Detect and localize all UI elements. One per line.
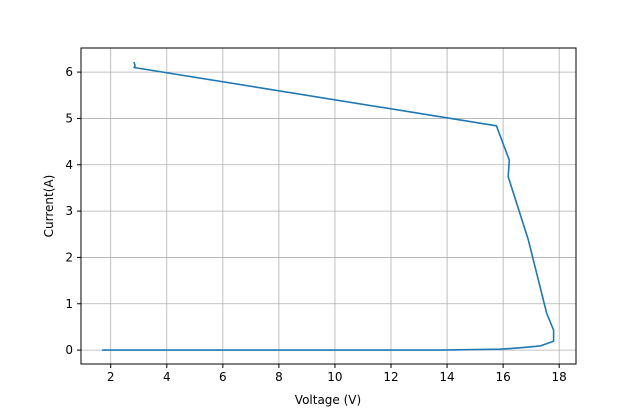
x-tick-label: 2 [107, 370, 115, 384]
y-tick-label: 2 [65, 250, 73, 264]
x-tick-label: 4 [163, 370, 171, 384]
grid [81, 48, 576, 364]
x-tick-label: 16 [495, 370, 510, 384]
x-tick-label: 8 [275, 370, 283, 384]
y-tick-label: 4 [65, 158, 73, 172]
y-tick-label: 5 [65, 111, 73, 125]
series [102, 61, 555, 351]
x-tick-label: 14 [439, 370, 454, 384]
y-tick-label: 3 [65, 204, 73, 218]
x-tick-label: 6 [219, 370, 227, 384]
x-tick-label: 12 [383, 370, 398, 384]
y-tick-label: 6 [65, 65, 73, 79]
y-tick-label: 0 [65, 343, 73, 357]
y-axis-label: Current(A) [42, 175, 56, 238]
iv-curve-line [102, 61, 555, 351]
x-tick-label: 18 [552, 370, 567, 384]
axes-frame [80, 47, 577, 365]
x-axis-label: Voltage (V) [295, 393, 361, 407]
x-tick-label: 10 [327, 370, 342, 384]
y-tick-label: 1 [65, 297, 73, 311]
